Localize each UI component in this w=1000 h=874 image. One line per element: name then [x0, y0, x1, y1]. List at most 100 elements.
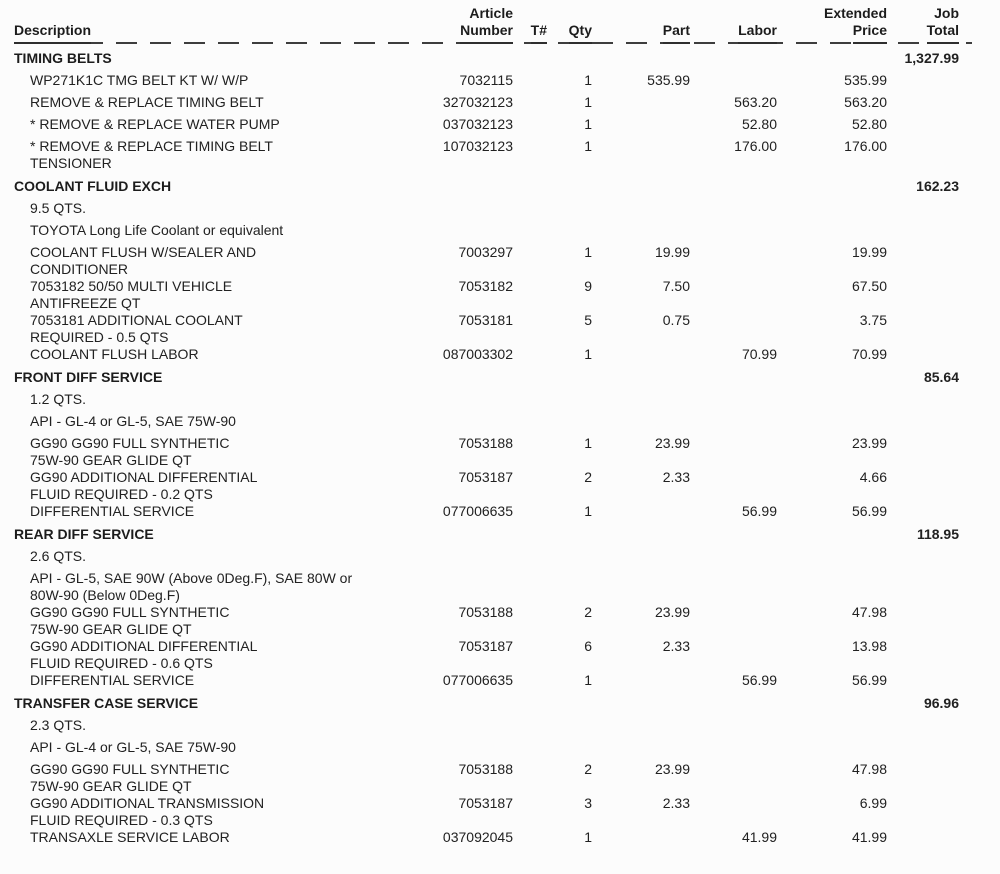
- column-header-qty-text: Qty: [568, 22, 592, 44]
- cell-description: TRANSFER CASE SERVICE: [14, 695, 199, 711]
- item-row: GG90 ADDITIONAL DIFFERENTIAL FLUID REQUI…: [14, 469, 959, 503]
- cell-labor-price: 56.99: [741, 503, 777, 519]
- cell-article-number: 7053188: [458, 761, 513, 777]
- item-row: * REMOVE & REPLACE WATER PUMP 037032123 1 5…: [14, 116, 959, 133]
- item-row: * REMOVE & REPLACE TIMING BELT TENSIONER…: [14, 138, 959, 172]
- column-header-extended: Extended: [777, 5, 887, 22]
- cell-article-number: 107032123: [442, 138, 513, 154]
- cell-extended-price: 47.98: [851, 761, 887, 777]
- cell-labor-price: 52.80: [741, 116, 777, 132]
- cell-extended-price: 563.20: [844, 94, 887, 110]
- cell-extended-price: 67.50: [851, 278, 887, 294]
- cell-description: 9.5 QTS.: [30, 200, 87, 216]
- cell-labor-price: [690, 795, 777, 829]
- column-header-article: Article: [420, 5, 513, 22]
- cell-labor-price: 41.99: [741, 829, 777, 845]
- cell-part-price: 23.99: [654, 435, 690, 451]
- cell-part-price: 19.99: [654, 244, 690, 260]
- cell-extended-price: 47.98: [851, 604, 887, 620]
- cell-labor-price: 56.99: [741, 672, 777, 688]
- cell-extended-price: 56.99: [851, 672, 887, 688]
- cell-qty: 3: [584, 795, 592, 811]
- cell-labor-price: [690, 469, 777, 503]
- cell-extended-price: 4.66: [859, 469, 887, 485]
- cell-article-number: 087003302: [442, 346, 513, 362]
- cell-qty: 1: [584, 94, 592, 110]
- section-row: TIMING BELTS 1,327.99: [14, 50, 959, 67]
- cell-job-total: 162.23: [916, 178, 959, 194]
- cell-article-number: 7003297: [458, 244, 513, 260]
- cell-qty: 1: [584, 72, 592, 88]
- cell-description: DIFFERENTIAL SERVICE: [30, 503, 195, 519]
- cell-description: GG90 GG90 FULL SYNTHETIC 75W-90 GEAR GLI…: [30, 604, 230, 637]
- column-header-part-text: Part: [662, 22, 690, 44]
- cell-labor-price: [690, 604, 777, 638]
- cell-part-price: 7.50: [662, 278, 690, 294]
- cell-labor-price: [690, 244, 777, 278]
- cell-description: GG90 ADDITIONAL DIFFERENTIAL FLUID REQUI…: [30, 638, 258, 671]
- cell-description: 7053181 ADDITIONAL COOLANT REQUIRED - 0.…: [30, 312, 243, 345]
- item-row: 7053181 ADDITIONAL COOLANT REQUIRED - 0.…: [14, 312, 959, 346]
- section-row: FRONT DIFF SERVICE 85.64: [14, 369, 959, 386]
- cell-extended-price: 535.99: [844, 72, 887, 88]
- cell-article-number: 7053187: [458, 638, 513, 654]
- column-header-t-number-text: T#: [530, 22, 547, 44]
- cell-job-total: 1,327.99: [904, 50, 960, 66]
- cell-article-number: 077006635: [442, 503, 513, 519]
- cell-extended-price: 176.00: [844, 138, 887, 154]
- table-header: Article Extended Job Description Number …: [14, 5, 1000, 44]
- column-header-price: Price: [777, 22, 887, 44]
- cell-labor-price: 176.00: [734, 138, 777, 154]
- cell-part-price: [592, 346, 690, 363]
- cell-labor-price: 70.99: [741, 346, 777, 362]
- cell-labor-price: [690, 72, 777, 89]
- cell-description: API - GL-4 or GL-5, SAE 75W-90: [30, 739, 236, 755]
- cell-description: 7053182 50/50 MULTI VEHICLE ANTIFREEZE Q…: [30, 278, 233, 311]
- cell-description: FRONT DIFF SERVICE: [14, 369, 163, 385]
- column-header-total-text: Total: [926, 22, 959, 44]
- cell-article-number: 7053188: [458, 604, 513, 620]
- note-row: API - GL-4 or GL-5, SAE 75W-90: [14, 739, 959, 756]
- cell-labor-price: 563.20: [734, 94, 777, 110]
- item-row: GG90 ADDITIONAL DIFFERENTIAL FLUID REQUI…: [14, 638, 959, 672]
- cell-qty: 1: [584, 672, 592, 688]
- cell-description: 2.6 QTS.: [30, 548, 87, 564]
- column-header-qty: Qty: [547, 22, 592, 44]
- cell-qty: 1: [584, 244, 592, 260]
- column-header-t-number: T#: [513, 22, 547, 44]
- column-header-description: Description: [14, 22, 420, 44]
- cell-description: REMOVE & REPLACE TIMING BELT: [30, 94, 264, 110]
- cell-qty: 5: [584, 312, 592, 328]
- cell-qty: 1: [584, 346, 592, 362]
- cell-description: * REMOVE & REPLACE TIMING BELT TENSIONER: [30, 138, 273, 171]
- column-header-extended-text: Extended: [823, 5, 887, 21]
- note-row: 2.6 QTS.: [14, 548, 959, 565]
- cell-qty: 6: [584, 638, 592, 654]
- cell-description: 1.2 QTS.: [30, 391, 87, 407]
- cell-article-number: 7053188: [458, 435, 513, 451]
- cell-qty: 1: [584, 503, 592, 519]
- cell-labor-price: [690, 312, 777, 346]
- column-header-number: Number: [420, 22, 513, 44]
- cell-part-price: 0.75: [662, 312, 690, 328]
- cell-article-number: 7053187: [458, 795, 513, 811]
- cell-part-price: [592, 116, 690, 133]
- cell-article-number: 7053181: [458, 312, 513, 328]
- cell-part-price: [592, 138, 690, 172]
- cell-extended-price: 19.99: [851, 244, 887, 260]
- cell-part-price: 23.99: [654, 604, 690, 620]
- item-row: GG90 GG90 FULL SYNTHETIC 75W-90 GEAR GLI…: [14, 435, 959, 469]
- cell-labor-price: [690, 435, 777, 469]
- cell-description: 2.3 QTS.: [30, 717, 87, 733]
- item-row: GG90 GG90 FULL SYNTHETIC 75W-90 GEAR GLI…: [14, 604, 959, 638]
- cell-description: WP271K1C TMG BELT KT W/ W/P: [30, 72, 249, 88]
- note-row: API - GL-5, SAE 90W (Above 0Deg.F), SAE …: [14, 570, 959, 604]
- cell-qty: 1: [584, 116, 592, 132]
- cell-extended-price: 56.99: [851, 503, 887, 519]
- column-header-part: Part: [592, 22, 690, 44]
- item-row: DIFFERENTIAL SERVICE 077006635 1 56.99 56.99: [14, 503, 959, 520]
- note-row: TOYOTA Long Life Coolant or equivalent: [14, 222, 959, 239]
- cell-qty: 2: [584, 604, 592, 620]
- item-row: WP271K1C TMG BELT KT W/ W/P 7032115 1 535.9…: [14, 72, 959, 89]
